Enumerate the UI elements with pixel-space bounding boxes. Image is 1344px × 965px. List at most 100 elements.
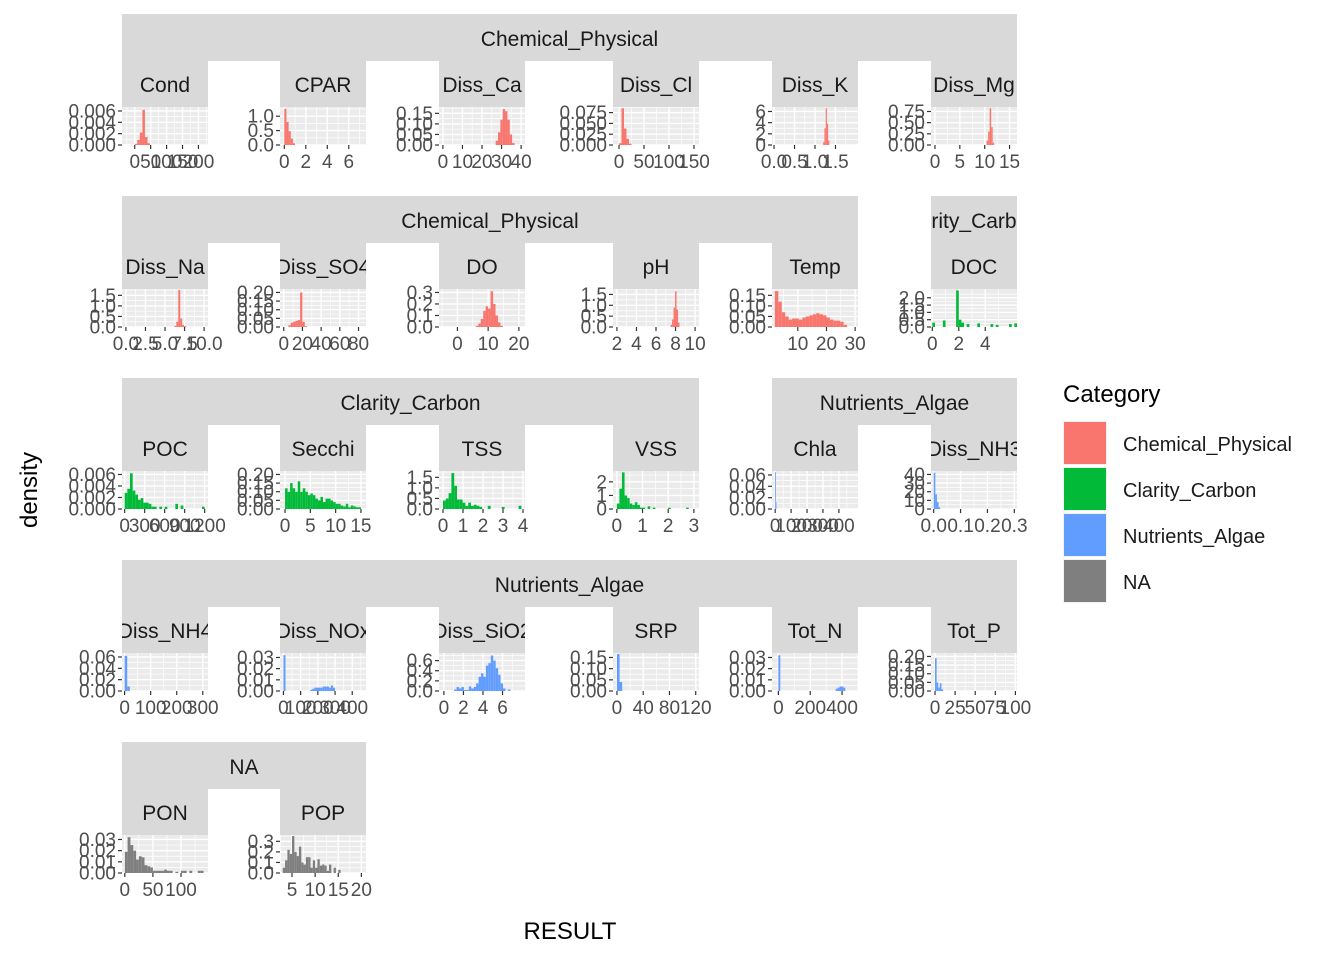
histogram-bar (310, 493, 313, 509)
x-tick-label: 50 (965, 698, 986, 719)
histogram-bar (144, 137, 148, 145)
legend-item: NA (1063, 559, 1151, 603)
histogram-bar (287, 491, 291, 509)
x-tick-label: 1.0 (802, 152, 828, 173)
facet-strip-label: Diss_NH3 (927, 438, 1022, 461)
x-tick-label: 0.1 (947, 516, 973, 537)
histogram-bar (127, 837, 131, 873)
x-tick-label: 10 (305, 880, 326, 901)
histogram-bar (202, 506, 205, 509)
histogram-bar (164, 869, 167, 873)
x-tick-label: 0.0 (113, 334, 139, 355)
x-tick-label: 10 (325, 516, 346, 537)
histogram-bar (490, 655, 494, 691)
histogram-bar (629, 143, 632, 145)
y-tick-label: 0.5 (899, 310, 925, 331)
histogram-bar (297, 481, 301, 509)
y-tick-label: 0.00 (237, 682, 274, 703)
facet-strip-background (439, 607, 525, 653)
x-tick-label: 200 (161, 698, 193, 719)
facet-panel-pon: PON 0.000.010.020.03 0 50 100 (79, 789, 208, 901)
facet-strip-label: POP (301, 802, 345, 825)
panel-background (772, 653, 858, 691)
x-tick-label: 0 (452, 334, 463, 355)
y-tick-label: 1.0 (899, 303, 925, 324)
histogram-bar (285, 488, 288, 509)
histogram-bars (475, 291, 503, 327)
legend-item: Nutrients_Algae (1063, 513, 1265, 557)
histogram-bar (282, 867, 286, 873)
facet-panel-temp: Temp 0.000.050.100.15 10 20 30 (729, 243, 866, 355)
y-tick-label: 0.00 (729, 318, 766, 339)
y-tick-label: 0.2 (407, 671, 433, 692)
y-tick-label: 0.01 (729, 670, 766, 691)
histogram-bar (473, 686, 477, 691)
facet-panel-do: DO 0.00.10.20.3 0 10 20 (407, 243, 529, 355)
y-tick-label: 0.04 (729, 477, 766, 498)
histogram-bar (312, 688, 315, 691)
facet-strip-label: Secchi (291, 438, 354, 461)
facet-strip-background (280, 243, 366, 289)
histogram-bars (932, 290, 1017, 327)
y-tick-label: 0.0 (407, 682, 433, 703)
facet-strip-background (122, 61, 208, 107)
histogram-bar (488, 308, 491, 327)
y-tick-label: 0.2 (407, 294, 433, 315)
histogram-bar (305, 857, 309, 873)
histogram-bar (154, 506, 157, 509)
histogram-bar (138, 856, 142, 873)
histogram-bar (147, 143, 151, 145)
y-tick-label: 0.00 (237, 318, 274, 339)
histogram-bar (825, 108, 827, 145)
histogram-bar (322, 686, 325, 691)
histogram-bar (326, 870, 330, 873)
panel-grid (931, 653, 1017, 691)
y-tick-label: 0.3 (248, 832, 274, 853)
facet-row-4: Nutrients_AlgaeDiss_NH40.000.020.040.060… (79, 560, 1031, 719)
histogram-bar (445, 498, 449, 509)
facet-strip-label: Diss_Mg (933, 74, 1015, 97)
histogram-bar (454, 689, 457, 691)
y-tick-label: 0.000 (559, 136, 607, 157)
x-tick-label: 300 (129, 516, 161, 537)
histogram-bar (798, 319, 803, 327)
histogram-bar (485, 306, 489, 327)
x-tick-label: 20 (816, 334, 837, 355)
facet-strip-background (772, 61, 858, 107)
histogram-bar (509, 134, 513, 145)
outer-strip: Clarity_Carbon (122, 378, 699, 425)
histogram-bars (124, 473, 205, 509)
histogram-bar (478, 323, 481, 327)
facet-panel-cpar: CPAR 0.00.51.0 0 2 4 6 (248, 61, 366, 173)
x-tick-label: 50 (142, 880, 163, 901)
panel-background (122, 107, 208, 145)
histogram-bar (155, 870, 159, 873)
y-tick-label: 0.10 (396, 114, 433, 135)
histogram-bar (668, 507, 671, 509)
outer-strip-background (772, 378, 1017, 425)
histogram-bar (316, 687, 319, 691)
panel-background (931, 653, 1017, 691)
histogram-bars (933, 472, 941, 509)
facet-strip-background (772, 243, 858, 289)
y-tick-label: 1.5 (90, 286, 116, 307)
histogram-bar (805, 316, 810, 327)
histogram-bar (501, 506, 505, 509)
y-tick-label: 0.0 (407, 500, 433, 521)
facet-strip-background (122, 607, 208, 653)
y-tick-label: 0.00 (237, 500, 274, 521)
histogram-bars (495, 109, 515, 145)
histogram-bar (289, 854, 293, 873)
histogram-bar (456, 686, 460, 691)
facet-strip-background (122, 789, 208, 835)
histogram-bar (290, 138, 293, 145)
histogram-bar (986, 140, 989, 145)
x-tick-label: 7.5 (171, 334, 197, 355)
legend-swatch (1064, 468, 1106, 510)
y-tick-label: 1.0 (90, 296, 116, 317)
histogram-bar (476, 683, 479, 691)
histogram-bar (355, 507, 359, 509)
histogram-bar (328, 498, 331, 509)
facet-panel-diss-sio2: Diss_SiO2 0.00.20.40.6 0 2 4 6 (407, 607, 525, 719)
